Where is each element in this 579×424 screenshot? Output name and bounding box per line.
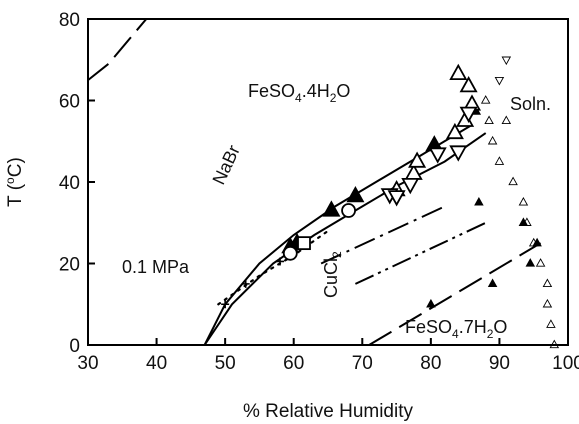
open-inverted-triangle-large-point [401,177,420,195]
y-axis-title: T (oC) [3,157,26,207]
open-circle-point [282,245,298,261]
open-triangle-small-point [484,115,494,125]
filled-triangle-large-point [322,200,341,217]
y-axis-title-sup: o [3,177,17,184]
plus-point [276,257,284,266]
open-triangle-large-point [459,76,478,93]
annotation-heptahydrate-b: 4 [452,327,459,341]
open-triangle-small-point [542,278,553,288]
open-inverted-triangle-large-point [449,145,468,162]
curve-solid-0 [203,124,473,346]
x-tick-label: 40 [146,353,167,374]
open-inverted-triangle-small-point [501,56,512,66]
filled-triangle-small-point [474,196,484,206]
curve-dash-dot-4 [320,205,446,265]
x-tick-label: 30 [77,353,98,374]
annotation-cucl2-base: CuCl [321,258,341,298]
filled-triangle-large-point [346,186,365,203]
annotation-pressure: 0.1 MPa [122,257,190,277]
chart-points [221,56,560,349]
open-inverted-triangle-small-point [494,76,505,86]
annotation-tetrahydrate-d: 2 [330,91,337,105]
open-triangle-small-point [535,258,546,267]
open-triangle-small-point [508,176,518,186]
open-triangle-small-point [480,95,491,104]
open-inverted-triangle-large-point [428,147,447,164]
annotation-tetrahydrate-b: 4 [295,91,302,105]
annotation-tetrahydrate: FeSO4.4H2O [248,81,350,105]
y-tick-label: 60 [59,92,80,113]
filled-triangle-small-point [532,237,542,247]
open-triangle-small-point [546,319,556,328]
filled-triangle-small-point [525,258,536,267]
open-inverted-triangle-large-point [387,190,406,207]
y-tick-label: 80 [59,10,80,31]
x-tick-label: 50 [215,353,236,374]
filled-triangle-small-point [518,217,529,226]
open-triangle-small-point [501,115,512,125]
open-triangle-large-point [408,151,427,168]
open-triangle-small-point [542,298,553,308]
x-tick-label: 90 [489,353,510,374]
annotation-heptahydrate-e: O [493,317,507,337]
open-triangle-large-point [449,63,468,80]
axis-ticks: 30 40 50 60 70 80 90 100 0 20 40 60 80 [59,10,579,374]
annotation-tetrahydrate-c: .4H [302,81,330,101]
open-square-point [297,236,311,251]
annotation-solution: Soln. [510,94,551,114]
open-triangle-small-point [494,156,505,165]
plus-point [241,279,250,288]
y-tick-label: 40 [59,173,80,194]
plus-point [221,300,230,309]
x-tick-label: 80 [420,353,441,374]
annotation-heptahydrate-d: 2 [487,327,494,341]
open-circle-point [341,203,356,218]
annotation-tetrahydrate-e: O [336,81,350,101]
curve-long-dash-3 [87,18,148,81]
annotation-heptahydrate-c: .7H [459,317,487,337]
open-triangle-large-point [445,122,464,140]
x-axis-title: % Relative Humidity [243,401,413,422]
filled-triangle-small-point [487,278,498,288]
y-axis-title-tail: C) [5,157,26,177]
x-tick-label: 60 [283,353,304,374]
open-inverted-triangle-large-point [459,106,478,123]
x-tick-label: 70 [352,353,373,374]
open-triangle-small-point [518,196,529,206]
filled-triangle-small-point [426,298,436,308]
curve-solid-1 [203,132,487,346]
annotation-cucl2: CuCl2 [321,251,344,298]
plot-background [88,19,568,345]
annotation-cucl2-sub: 2 [330,251,344,258]
annotation-heptahydrate-a: FeSO [405,317,452,337]
annotation-tetrahydrate-a: FeSO [248,81,295,101]
y-tick-label: 20 [59,255,80,276]
x-tick-label: 100 [552,353,579,374]
y-axis-title-base: T ( [5,183,26,207]
annotation-heptahydrate: FeSO4.7H2O [405,317,507,341]
y-tick-label: 0 [69,336,80,357]
open-triangle-small-point [487,135,498,145]
